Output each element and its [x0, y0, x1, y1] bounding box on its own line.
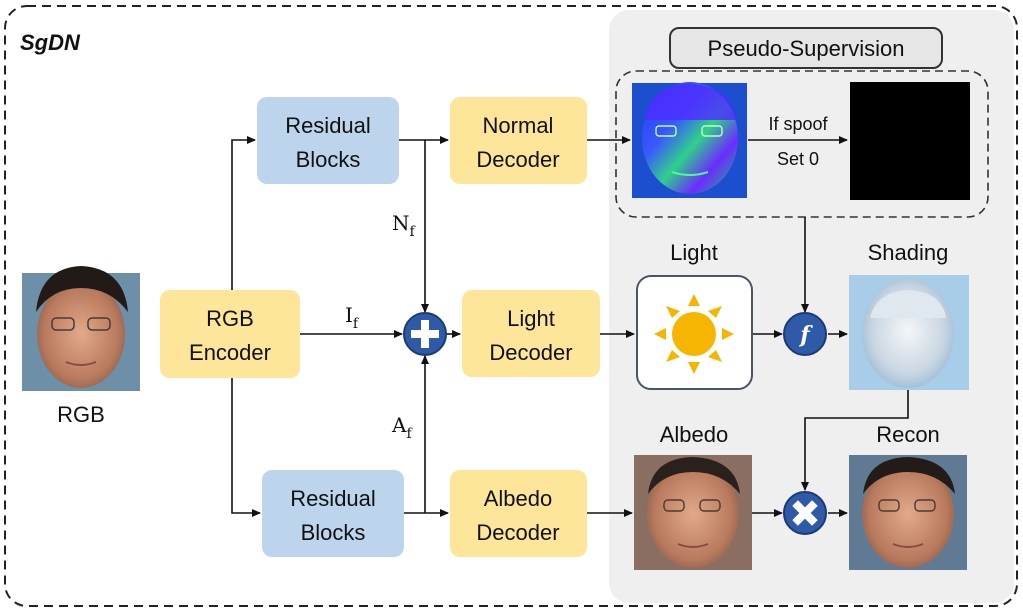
- add-operator-icon: [403, 312, 447, 356]
- recon-label: Recon: [876, 422, 940, 447]
- residual-blocks-top-box: Residual Blocks: [257, 97, 399, 184]
- albedo-decoder-label-line1: Albedo: [484, 486, 553, 511]
- rgb-encoder-label-line2: Encoder: [189, 340, 271, 365]
- normal-feature-label: Nf: [392, 211, 417, 240]
- light-label: Light: [670, 240, 718, 265]
- albedo-label: Albedo: [660, 422, 729, 447]
- fuse-operator-icon: f: [783, 312, 827, 356]
- shading-image: [849, 275, 969, 390]
- rgb-encoder-label-line1: RGB: [206, 306, 254, 331]
- input-face-image: [22, 266, 140, 391]
- shading-label: Shading: [868, 240, 949, 265]
- multiply-operator-icon: [783, 491, 827, 535]
- normal-map-image: [632, 82, 747, 198]
- pseudo-supervision-label: Pseudo-Supervision: [708, 36, 905, 61]
- residual-top-label-line1: Residual: [285, 113, 371, 138]
- input-label: RGB: [57, 402, 105, 427]
- residual-bottom-label-line1: Residual: [290, 486, 376, 511]
- normal-decoder-box: Normal Decoder: [450, 97, 587, 184]
- rgb-encoder-box: RGB Encoder: [160, 290, 300, 378]
- spoof-action-label: Set 0: [777, 149, 819, 169]
- recon-face-image: [849, 455, 967, 570]
- albedo-face-image: [634, 455, 752, 570]
- light-decoder-label-line2: Decoder: [489, 340, 572, 365]
- pseudo-supervision-group: [615, 70, 989, 218]
- fuse-operator-label: f: [798, 322, 813, 348]
- residual-top-label-line2: Blocks: [296, 147, 361, 172]
- albedo-feature-label: Af: [391, 413, 413, 442]
- zero-map-image: [850, 82, 970, 200]
- residual-blocks-bottom-box: Residual Blocks: [262, 470, 404, 557]
- pseudo-supervision-box: [669, 27, 943, 69]
- light-decoder-box: Light Decoder: [462, 290, 600, 377]
- light-sun-icon: [636, 275, 753, 390]
- spoof-condition-label: If spoof: [768, 114, 828, 134]
- residual-bottom-label-line2: Blocks: [301, 520, 366, 545]
- albedo-decoder-box: Albedo Decoder: [450, 470, 587, 557]
- light-decoder-label-line1: Light: [507, 306, 555, 331]
- normal-decoder-label-line2: Decoder: [476, 147, 559, 172]
- diagram-title: SgDN: [20, 30, 81, 55]
- normal-decoder-label-line1: Normal: [483, 113, 554, 138]
- albedo-decoder-label-line2: Decoder: [476, 520, 559, 545]
- connectors: [231, 136, 909, 517]
- outer-frame: [4, 5, 1018, 607]
- illumination-feature-label: If: [345, 303, 360, 332]
